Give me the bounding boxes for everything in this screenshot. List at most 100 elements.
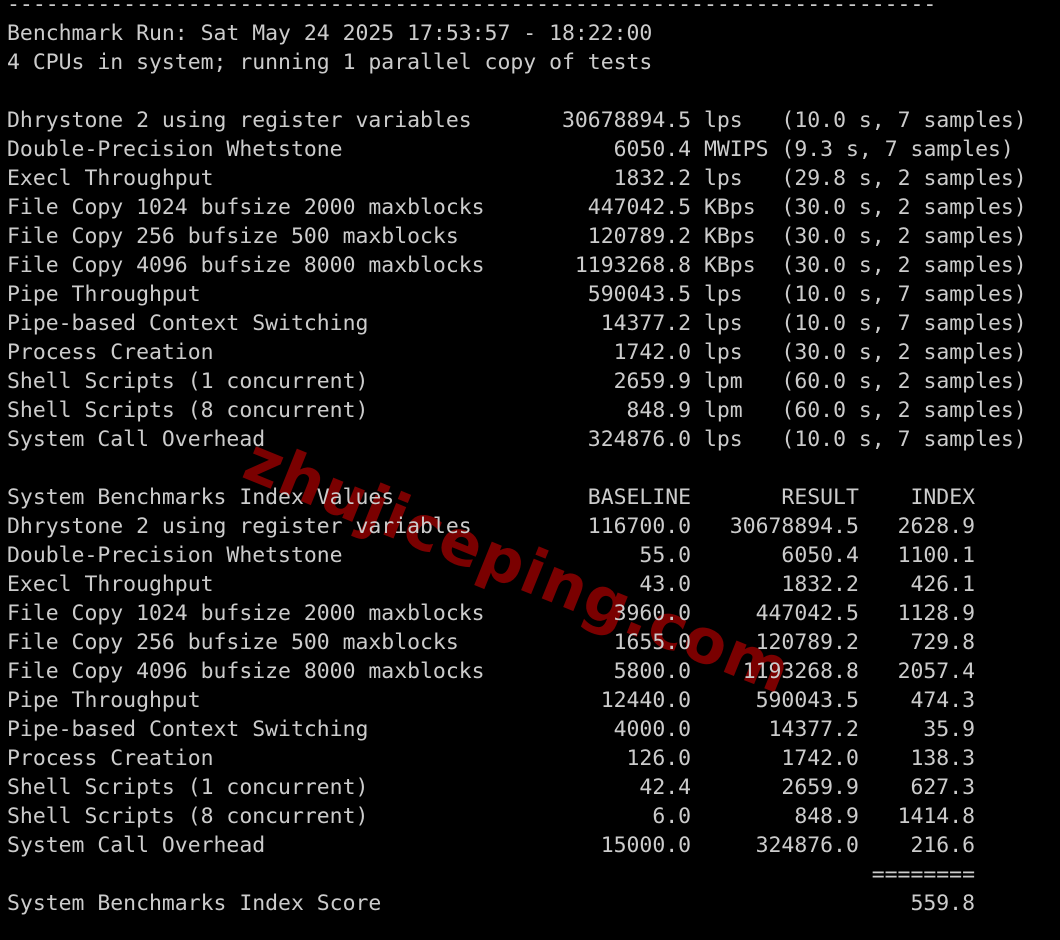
index-value: 1128.9 [858, 601, 976, 626]
index-score-line: System Benchmarks Index Score 559.8 [7, 889, 1027, 918]
test-name: Process Creation [7, 340, 524, 365]
test-unit: lps [691, 282, 782, 307]
test-value: 848.9 [523, 398, 692, 423]
test-unit: lps [691, 427, 782, 452]
index-row: Execl Throughput 43.0 1832.2 426.1 [7, 570, 1027, 599]
sep: samples) [910, 427, 1027, 452]
baseline-value: 116700.0 [523, 514, 692, 539]
result-value: 14377.2 [691, 717, 859, 742]
baseline-value: 12440.0 [523, 688, 692, 713]
test-unit: lpm [691, 398, 782, 423]
index-value: 1100.1 [858, 543, 976, 568]
test-unit: KBps [691, 224, 782, 249]
test-value: 1742.0 [523, 340, 692, 365]
result-row: Shell Scripts (8 concurrent) 848.9 lpm (… [7, 396, 1027, 425]
result-row: File Copy 1024 bufsize 2000 maxblocks 44… [7, 193, 1027, 222]
test-unit: lps [691, 108, 782, 133]
test-samples: 7 [897, 282, 911, 307]
baseline-value: 3960.0 [523, 601, 692, 626]
sep: samples) [910, 311, 1027, 336]
index-value: 474.3 [858, 688, 976, 713]
test-name: Dhrystone 2 using register variables [7, 514, 524, 539]
test-value: 1193268.8 [523, 253, 692, 278]
test-samples: 7 [897, 311, 911, 336]
index-table-header: System Benchmarks Index Values BASELINE … [7, 483, 1027, 512]
index-table-title: System Benchmarks Index Values [7, 485, 524, 510]
test-value: 2659.9 [523, 369, 692, 394]
paren: ( [781, 427, 795, 452]
sep: s, [845, 398, 898, 423]
test-name: File Copy 4096 bufsize 8000 maxblocks [7, 659, 524, 684]
test-name: Shell Scripts (8 concurrent) [7, 804, 524, 829]
result-value: 590043.5 [691, 688, 859, 713]
result-value: 1742.0 [691, 746, 859, 771]
test-time: 30.0 [794, 195, 846, 220]
test-name: Process Creation [7, 746, 524, 771]
test-name: Execl Throughput [7, 166, 524, 191]
test-samples: 2 [897, 253, 911, 278]
sep: s, [845, 282, 898, 307]
cpu-info-line: 4 CPUs in system; running 1 parallel cop… [7, 50, 653, 75]
sep: samples) [910, 369, 1027, 394]
result-value: 324876.0 [691, 833, 859, 858]
baseline-value: 6.0 [523, 804, 692, 829]
test-name: Shell Scripts (8 concurrent) [7, 398, 524, 423]
test-unit: lpm [691, 369, 782, 394]
result-row: Process Creation 1742.0 lps (30.0 s, 2 s… [7, 338, 1027, 367]
index-row: Process Creation 126.0 1742.0 138.3 [7, 744, 1027, 773]
score-label: System Benchmarks Index Score [7, 891, 859, 916]
index-value: 729.8 [858, 630, 976, 655]
index-row: File Copy 4096 bufsize 8000 maxblocks 58… [7, 657, 1027, 686]
test-unit: MWIPS [691, 137, 782, 162]
index-row: File Copy 1024 bufsize 2000 maxblocks 39… [7, 599, 1027, 628]
index-value: 426.1 [858, 572, 976, 597]
test-value: 30678894.5 [523, 108, 692, 133]
index-value: 216.6 [858, 833, 976, 858]
test-samples: 7 [897, 427, 911, 452]
test-name: System Call Overhead [7, 833, 524, 858]
test-samples: 2 [897, 195, 911, 220]
result-row: Execl Throughput 1832.2 lps (29.8 s, 2 s… [7, 164, 1027, 193]
column-header-baseline: BASELINE [523, 485, 692, 510]
paren: ( [781, 195, 795, 220]
sep: s, [845, 427, 898, 452]
result-value: 1832.2 [691, 572, 859, 597]
sep: s, [833, 137, 885, 162]
index-row: System Call Overhead 15000.0 324876.0 21… [7, 831, 1027, 860]
index-value: 138.3 [858, 746, 976, 771]
result-row: System Call Overhead 324876.0 lps (10.0 … [7, 425, 1027, 454]
baseline-value: 126.0 [523, 746, 692, 771]
paren: ( [781, 282, 795, 307]
result-row: Pipe Throughput 590043.5 lps (10.0 s, 7 … [7, 280, 1027, 309]
test-samples: 7 [884, 137, 898, 162]
baseline-value: 43.0 [523, 572, 692, 597]
paren: ( [781, 311, 795, 336]
rule-text: ======== [7, 862, 975, 887]
paren: ( [781, 108, 795, 133]
test-time: 10.0 [794, 282, 846, 307]
index-value: 627.3 [858, 775, 976, 800]
paren: ( [781, 369, 795, 394]
test-value: 447042.5 [523, 195, 692, 220]
sep: samples) [910, 108, 1027, 133]
test-value: 14377.2 [523, 311, 692, 336]
result-row: File Copy 4096 bufsize 8000 maxblocks 11… [7, 251, 1027, 280]
test-value: 590043.5 [523, 282, 692, 307]
test-name: Pipe Throughput [7, 688, 524, 713]
index-value: 2057.4 [858, 659, 976, 684]
index-row: Double-Precision Whetstone 55.0 6050.4 1… [7, 541, 1027, 570]
index-row: Shell Scripts (1 concurrent) 42.4 2659.9… [7, 773, 1027, 802]
sep: samples) [897, 137, 1014, 162]
terminal-output: ----------------------------------------… [7, 0, 1027, 918]
result-value: 848.9 [691, 804, 859, 829]
index-row: Shell Scripts (8 concurrent) 6.0 848.9 1… [7, 802, 1027, 831]
index-value: 1414.8 [858, 804, 976, 829]
test-time: 30.0 [794, 253, 846, 278]
test-name: Double-Precision Whetstone [7, 543, 524, 568]
test-name: File Copy 256 bufsize 500 maxblocks [7, 630, 524, 655]
result-value: 120789.2 [691, 630, 859, 655]
baseline-value: 5800.0 [523, 659, 692, 684]
test-time: 30.0 [794, 340, 846, 365]
result-row: Dhrystone 2 using register variables 306… [7, 106, 1027, 135]
blank-line [7, 77, 1027, 106]
